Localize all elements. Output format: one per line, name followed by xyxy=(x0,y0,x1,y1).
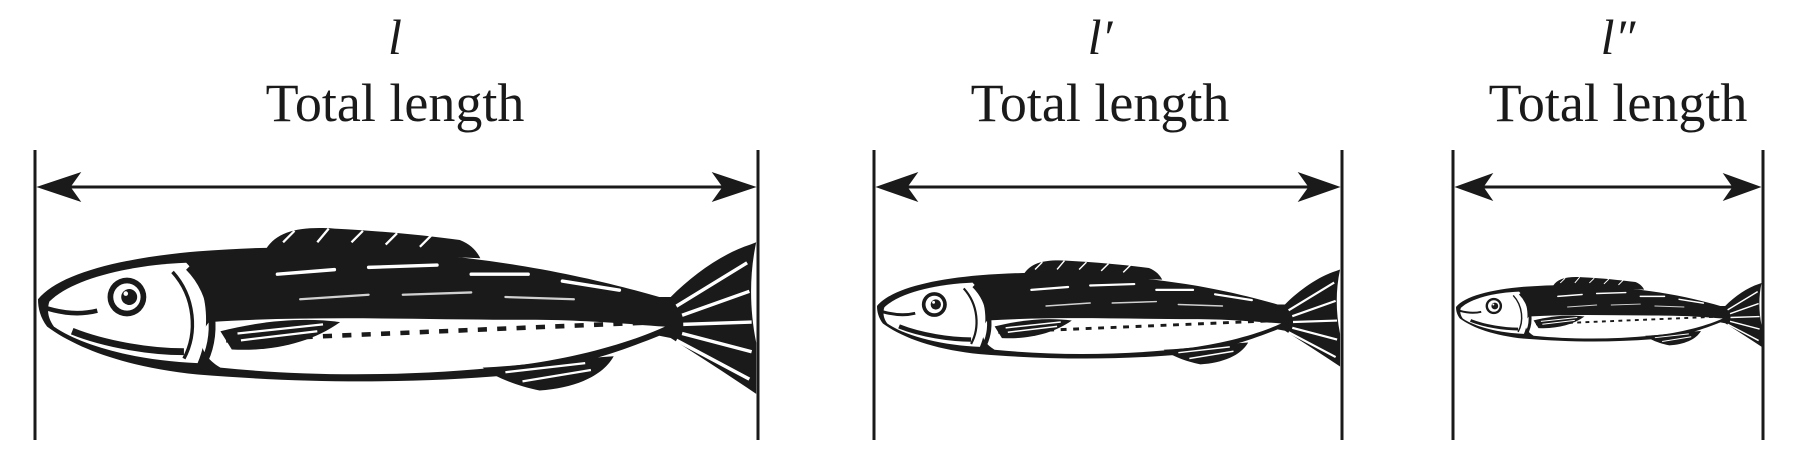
fish-icon xyxy=(877,260,1340,366)
panel-l-prime: l′ Total length xyxy=(860,0,1360,474)
total-length-label: Total length xyxy=(265,73,525,133)
dimension-arrow xyxy=(36,172,757,202)
panel-l-double-prime: l″ Total length xyxy=(1440,0,1796,474)
variable-l-prime: l′ xyxy=(1087,9,1113,65)
fish-icon xyxy=(38,228,756,394)
dimension-arrow xyxy=(875,172,1341,202)
variable-l-double-prime: l″ xyxy=(1600,9,1636,65)
total-length-label: Total length xyxy=(1488,73,1748,133)
panel-l: l Total length xyxy=(0,0,790,474)
variable-l: l xyxy=(388,9,402,65)
fish-icon xyxy=(1454,275,1764,349)
dimension-arrow xyxy=(1454,172,1762,202)
fish-diagram-1 xyxy=(33,150,790,440)
fish-diagram-2 xyxy=(872,150,1344,440)
fish-diagram-3 xyxy=(1451,150,1765,440)
total-length-label: Total length xyxy=(970,73,1230,133)
